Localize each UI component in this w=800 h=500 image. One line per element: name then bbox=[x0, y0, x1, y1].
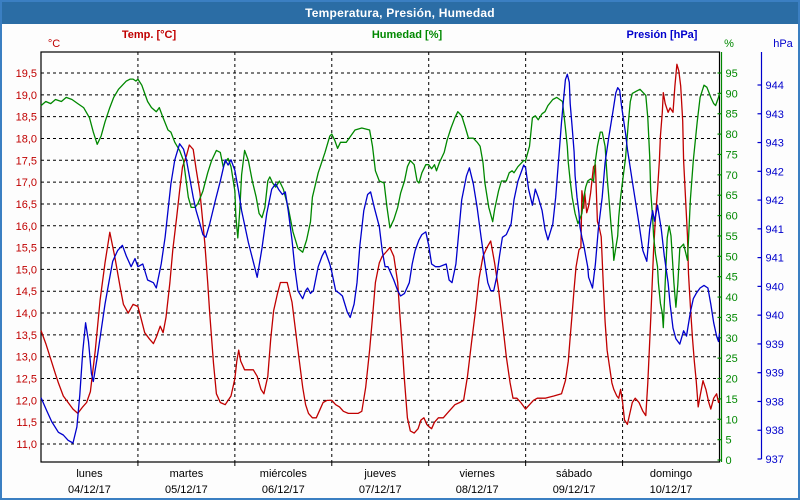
humidity-tick-label: 75 bbox=[726, 149, 738, 161]
temp-tick-label: 12,5 bbox=[16, 374, 37, 386]
pressure-tick-label: 941 bbox=[766, 224, 784, 236]
temp-tick-label: 15,0 bbox=[16, 264, 37, 276]
humidity-tick-label: 30 bbox=[726, 333, 738, 345]
humidity-tick-label: 35 bbox=[726, 312, 738, 324]
temp-tick-label: 17,0 bbox=[16, 177, 37, 189]
pressure-tick-label: 937 bbox=[766, 454, 784, 466]
temp-tick-label: 19,0 bbox=[16, 90, 37, 102]
temp-tick-label: 18,0 bbox=[16, 133, 37, 145]
pressure-series-line bbox=[40, 73, 721, 444]
temp-tick-label: 17,5 bbox=[16, 155, 37, 167]
pressure-tick-label: 940 bbox=[766, 310, 784, 322]
day-date-label: 07/12/17 bbox=[359, 484, 402, 496]
humidity-tick-label: 0 bbox=[726, 455, 732, 467]
humidity-tick-label: 20 bbox=[726, 374, 738, 386]
pressure-tick-label: 942 bbox=[766, 166, 784, 178]
pressure-tick-label: 943 bbox=[766, 109, 784, 121]
pressure-tick-label: 938 bbox=[766, 425, 784, 437]
humidity-tick-label: 70 bbox=[726, 170, 738, 182]
temp-tick-label: 12,0 bbox=[16, 395, 37, 407]
humidity-tick-label: 55 bbox=[726, 231, 738, 243]
day-date-label: 10/12/17 bbox=[650, 484, 693, 496]
temp-tick-label: 14,5 bbox=[16, 286, 37, 298]
day-name-label: sábado bbox=[556, 468, 592, 480]
window-title: Temperatura, Presión, Humedad bbox=[2, 2, 798, 24]
humidity-tick-label: 90 bbox=[726, 88, 738, 100]
temp-tick-label: 19,5 bbox=[16, 68, 37, 80]
pressure-tick-label: 938 bbox=[766, 396, 784, 408]
humidity-tick-label: 50 bbox=[726, 251, 738, 263]
humidity-tick-label: 95 bbox=[726, 68, 738, 80]
humidity-series-line bbox=[40, 78, 721, 329]
temp-series-line bbox=[40, 63, 721, 434]
temp-tick-label: 18,5 bbox=[16, 112, 37, 124]
day-name-label: domingo bbox=[650, 468, 692, 480]
humidity-tick-label: 5 bbox=[726, 435, 732, 447]
pressure-axis-unit-label: hPa bbox=[773, 38, 793, 50]
temp-tick-label: 16,0 bbox=[16, 221, 37, 233]
temp-tick-label: 11,5 bbox=[16, 417, 37, 429]
plot-frame bbox=[40, 51, 721, 463]
humidity-tick-label: 65 bbox=[726, 190, 738, 202]
day-date-label: 08/12/17 bbox=[456, 484, 499, 496]
day-name-label: miércoles bbox=[260, 468, 308, 480]
pressure-tick-label: 941 bbox=[766, 253, 784, 265]
legend-humidity: Humedad [%] bbox=[371, 29, 443, 41]
temp-axis-unit-label: °C bbox=[48, 38, 60, 50]
pressure-tick-label: 939 bbox=[766, 339, 784, 351]
temp-tick-label: 13,5 bbox=[16, 330, 37, 342]
pressure-tick-label: 939 bbox=[766, 368, 784, 380]
temp-tick-label: 15,5 bbox=[16, 243, 37, 255]
day-date-label: 09/12/17 bbox=[553, 484, 596, 496]
humidity-tick-label: 25 bbox=[726, 353, 738, 365]
humidity-axis-unit-label: % bbox=[724, 38, 734, 50]
legend-temp: Temp. [°C] bbox=[121, 29, 177, 41]
temp-tick-label: 13,0 bbox=[16, 352, 37, 364]
humidity-tick-label: 45 bbox=[726, 272, 738, 284]
pressure-tick-label: 943 bbox=[766, 138, 784, 150]
humidity-tick-label: 40 bbox=[726, 292, 738, 304]
legend-pressure: Presión [hPa] bbox=[626, 29, 698, 41]
day-name-label: martes bbox=[170, 468, 204, 480]
temp-tick-label: 11,0 bbox=[16, 439, 37, 451]
day-name-label: lunes bbox=[76, 468, 103, 480]
day-date-label: 04/12/17 bbox=[68, 484, 111, 496]
pressure-tick-label: 944 bbox=[766, 80, 784, 92]
humidity-tick-label: 60 bbox=[726, 211, 738, 223]
pressure-tick-label: 942 bbox=[766, 195, 784, 207]
humidity-tick-label: 10 bbox=[726, 414, 738, 426]
humidity-tick-label: 80 bbox=[726, 129, 738, 141]
humidity-tick-label: 15 bbox=[726, 394, 738, 406]
pressure-tick-label: 940 bbox=[766, 281, 784, 293]
temp-tick-label: 16,5 bbox=[16, 199, 37, 211]
humidity-tick-label: 85 bbox=[726, 109, 738, 121]
day-name-label: jueves bbox=[363, 468, 396, 480]
day-date-label: 06/12/17 bbox=[262, 484, 305, 496]
day-date-label: 05/12/17 bbox=[165, 484, 208, 496]
day-name-label: viernes bbox=[459, 468, 495, 480]
temp-tick-label: 14,0 bbox=[16, 308, 37, 320]
